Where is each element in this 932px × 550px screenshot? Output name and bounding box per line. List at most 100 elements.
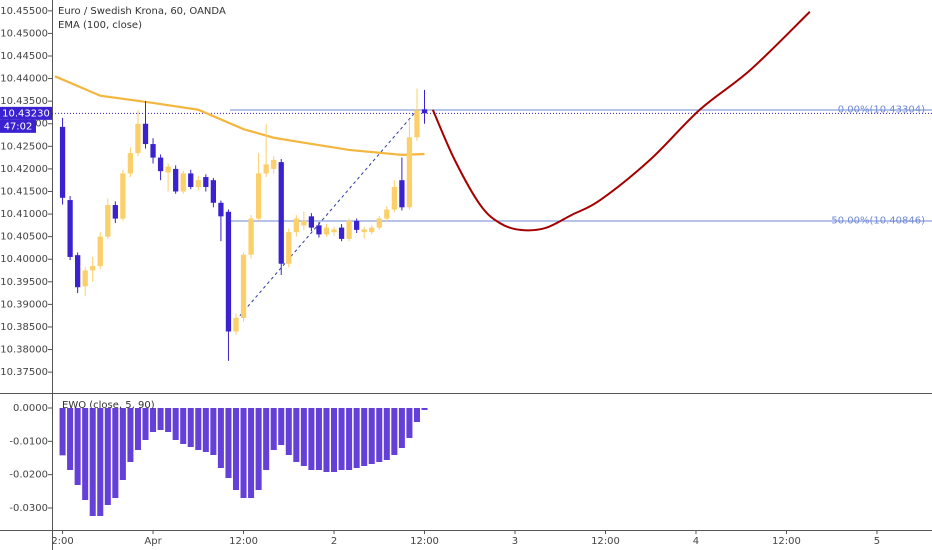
- candle-body: [323, 227, 330, 235]
- drawing: [431, 11, 811, 232]
- candle-body: [203, 177, 209, 187]
- candle-body: [105, 205, 111, 237]
- main-pane: 10.45500 10.45000 10.44500 10.44000 10.43500…: [0, 6, 932, 378]
- candle-body: [97, 236, 103, 266]
- candle-body: [346, 220, 352, 239]
- candle-body: [369, 227, 375, 233]
- bar: [315, 408, 322, 470]
- candle-body: [301, 220, 307, 226]
- bar: [74, 408, 81, 485]
- candle-body: [406, 137, 413, 208]
- bar: [285, 408, 292, 455]
- bar: [383, 408, 390, 460]
- bar: [361, 408, 368, 466]
- x-tick-label: 12:00: [772, 536, 801, 547]
- bar: [180, 408, 187, 444]
- candle-body: [233, 317, 239, 332]
- bar: [127, 408, 134, 462]
- bar: [134, 408, 141, 450]
- bar: [413, 408, 420, 422]
- oscillator-title: EWO (close, 5, 90): [62, 400, 155, 411]
- candle-body: [338, 227, 345, 239]
- y-tick-label: 10.42500: [0, 141, 48, 152]
- y-tick-label: 10.41500: [0, 186, 48, 197]
- candle-body: [210, 180, 217, 203]
- y-tick-label: 10.45500: [0, 6, 48, 17]
- candle-body: [391, 186, 397, 210]
- x-tick-label: 2: [331, 536, 337, 547]
- candle-body: [384, 209, 390, 219]
- bar: [255, 408, 262, 490]
- x-tick-label: 4: [693, 536, 699, 547]
- candle-body: [120, 173, 126, 219]
- bar: [398, 408, 405, 448]
- candle-body: [135, 123, 141, 154]
- candle-body: [195, 180, 201, 187]
- bar: [195, 408, 202, 450]
- bar: [263, 408, 270, 470]
- last-price-label: 10.43230: [2, 108, 50, 119]
- y-tick-label: -0.0300: [9, 503, 48, 514]
- bar: [368, 408, 375, 464]
- bar: [338, 408, 345, 470]
- chart-title: Euro / Swedish Krona, 60, OANDA: [58, 6, 226, 17]
- y-tick-label: 10.43500: [0, 96, 48, 107]
- bar: [293, 408, 300, 462]
- candle-body: [67, 200, 73, 257]
- bar: [225, 408, 232, 478]
- y-tick-label: 10.44000: [0, 74, 48, 85]
- bar: [278, 408, 285, 445]
- candle-body: [142, 123, 149, 145]
- bar: [202, 408, 209, 452]
- candle-body: [165, 166, 171, 173]
- candle-body: [361, 229, 367, 233]
- bar: [150, 408, 157, 432]
- bar: [187, 408, 194, 447]
- bar: [67, 408, 74, 470]
- bar: [376, 408, 383, 462]
- x-tick-label: Apr: [144, 536, 162, 547]
- bar: [353, 408, 360, 468]
- candle-body: [278, 162, 284, 264]
- candle-body: [354, 220, 360, 230]
- candle-body: [82, 270, 88, 287]
- bar: [240, 408, 247, 498]
- bar: [421, 408, 428, 410]
- bar: [104, 408, 111, 505]
- x-tick-label: 12:00: [229, 536, 258, 547]
- candle-body: [286, 232, 292, 264]
- bar: [89, 408, 96, 516]
- bar: [59, 408, 66, 456]
- y-tick-label: 10.40000: [0, 254, 48, 265]
- candle-body: [150, 144, 156, 158]
- y-tick-label: -0.0100: [9, 436, 48, 447]
- candle-body: [263, 164, 269, 174]
- bar: [323, 408, 330, 472]
- bar: [119, 408, 126, 480]
- bar: [346, 408, 353, 470]
- candle-body: [240, 254, 247, 318]
- candle-body: [188, 173, 194, 187]
- candle-body: [157, 157, 164, 172]
- bar: [112, 408, 119, 498]
- overlay: Euro / Swedish Krona, 60, OANDA EMA (100…: [0, 6, 226, 411]
- fib-label: 50.00%(10.40846): [831, 216, 925, 227]
- candle-body: [376, 218, 382, 228]
- bar: [210, 408, 217, 455]
- y-tick-label: 10.45000: [0, 28, 48, 39]
- bar: [308, 408, 315, 470]
- candle-body: [308, 216, 315, 228]
- y-tick-label: 10.38000: [0, 345, 48, 356]
- candle-body: [74, 255, 81, 288]
- bar: [391, 408, 398, 455]
- candle-body: [127, 153, 134, 174]
- y-tick-label: 0.0000: [13, 403, 48, 414]
- candle-body: [255, 173, 262, 219]
- y-tick-label: 10.39000: [0, 299, 48, 310]
- countdown-box: [0, 119, 36, 133]
- candle-body: [112, 205, 118, 219]
- y-tick-label: -0.0200: [9, 470, 48, 481]
- x-tick-label: 3: [512, 536, 518, 547]
